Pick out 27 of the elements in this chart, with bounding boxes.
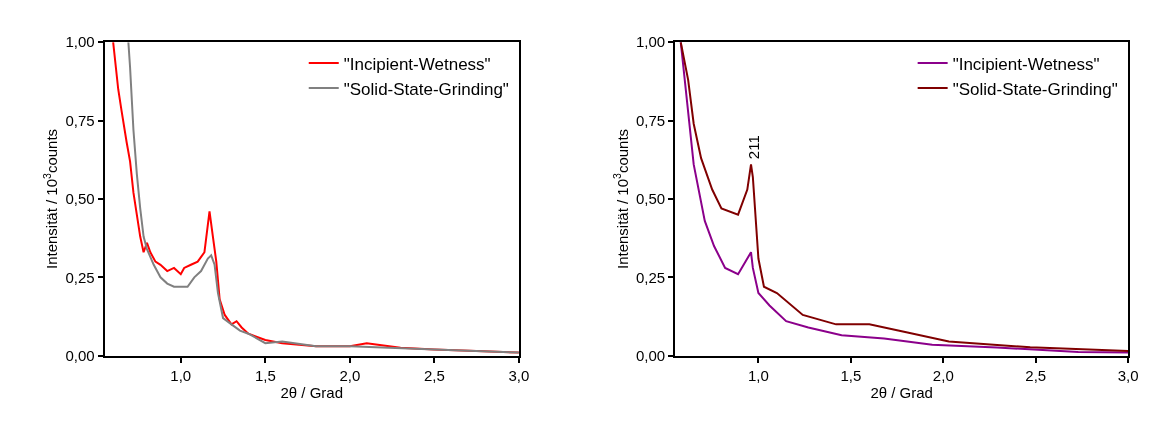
x-tick-label: 2,0 (932, 366, 954, 384)
legend-label: "Solid-State-Grinding" (343, 79, 509, 99)
annotation: 211 (744, 135, 762, 160)
y-tick-label: 0,75 (636, 111, 666, 129)
y-tick-label: 0,50 (636, 190, 666, 208)
y-tick-label: 0,75 (65, 111, 95, 129)
y-tick-label: 0,00 (636, 346, 666, 364)
x-tick-label: 1,5 (840, 366, 862, 384)
x-tick-label: 2,5 (423, 366, 445, 384)
y-tick-label: 0,25 (65, 268, 95, 286)
x-tick-label: 3,0 (1117, 366, 1139, 384)
x-tick-label: 1,0 (747, 366, 769, 384)
x-tick-label: 2,0 (339, 366, 361, 384)
x-tick-label: 1,5 (254, 366, 276, 384)
y-tick-label: 1,00 (65, 33, 95, 51)
x-axis-title: 2θ / Grad (280, 383, 344, 401)
x-tick-label: 3,0 (508, 366, 530, 384)
y-tick-label: 0,25 (636, 268, 666, 286)
legend-label: "Solid-State-Grinding" (952, 79, 1118, 99)
legend-label: "Incipient-Wetness" (952, 54, 1100, 74)
x-tick-label: 2,5 (1025, 366, 1047, 384)
legend-label: "Incipient-Wetness" (343, 54, 491, 74)
y-tick-label: 1,00 (636, 33, 666, 51)
x-axis-title: 2θ / Grad (870, 383, 933, 401)
y-tick-label: 0,00 (65, 346, 95, 364)
x-tick-label: 1,0 (170, 366, 192, 384)
y-tick-label: 0,50 (65, 190, 95, 208)
